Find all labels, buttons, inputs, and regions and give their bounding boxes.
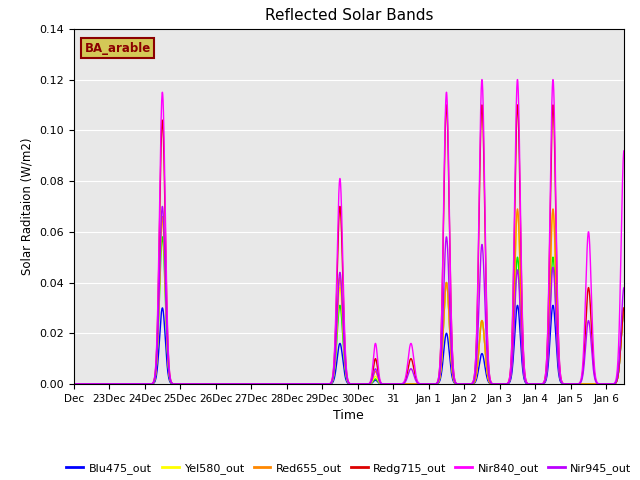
Nir840_out — [406, 344, 413, 349]
Nir945_out — [99, 381, 106, 387]
Red655_out — [70, 381, 77, 387]
X-axis label: Time: Time — [333, 409, 364, 422]
Yel580_out — [549, 209, 557, 215]
Yel580_out — [638, 381, 640, 387]
Nir840_out — [522, 373, 529, 379]
Blu475_out — [522, 379, 529, 385]
Redg715_out — [522, 374, 529, 380]
Red655_out — [275, 381, 283, 387]
Yel580_out — [431, 381, 438, 387]
Redg715_out — [491, 381, 499, 387]
Nir840_out — [99, 381, 106, 387]
Nir945_out — [491, 381, 499, 387]
Nir945_out — [406, 367, 413, 373]
Nir945_out — [70, 381, 77, 387]
Nir840_out — [638, 381, 640, 387]
Grn535_out — [491, 381, 499, 387]
Line: Red655_out: Red655_out — [74, 209, 640, 384]
Red655_out — [99, 381, 106, 387]
Grn535_out — [276, 381, 284, 387]
Red655_out — [431, 381, 438, 387]
Nir840_out — [70, 381, 77, 387]
Legend: Blu475_out, Grn535_out, Yel580_out, Red655_out, Redg715_out, Nir840_out, Nir945_: Blu475_out, Grn535_out, Yel580_out, Red6… — [62, 459, 636, 480]
Redg715_out — [549, 102, 557, 108]
Yel580_out — [491, 381, 499, 387]
Nir945_out — [522, 378, 529, 384]
Blu475_out — [549, 302, 557, 308]
Yel580_out — [406, 381, 413, 387]
Nir840_out — [549, 77, 557, 83]
Blu475_out — [638, 381, 640, 387]
Blu475_out — [491, 381, 499, 387]
Redg715_out — [275, 381, 283, 387]
Yel580_out — [522, 376, 529, 382]
Nir945_out — [638, 381, 640, 387]
Line: Yel580_out: Yel580_out — [74, 212, 640, 384]
Y-axis label: Solar Raditaion (W/m2): Solar Raditaion (W/m2) — [20, 138, 33, 275]
Yel580_out — [275, 381, 283, 387]
Red655_out — [522, 376, 529, 382]
Blu475_out — [406, 381, 413, 387]
Line: Blu475_out: Blu475_out — [74, 305, 640, 384]
Grn535_out — [638, 381, 640, 387]
Red655_out — [491, 381, 499, 387]
Redg715_out — [70, 381, 77, 387]
Blu475_out — [99, 381, 106, 387]
Yel580_out — [70, 381, 77, 387]
Nir840_out — [431, 381, 438, 387]
Redg715_out — [431, 381, 438, 387]
Yel580_out — [99, 381, 106, 387]
Grn535_out — [99, 381, 106, 387]
Blu475_out — [275, 381, 283, 387]
Grn535_out — [159, 234, 166, 240]
Grn535_out — [431, 381, 438, 387]
Redg715_out — [406, 358, 413, 363]
Nir945_out — [159, 204, 166, 209]
Line: Redg715_out: Redg715_out — [74, 105, 640, 384]
Redg715_out — [99, 381, 106, 387]
Redg715_out — [638, 381, 640, 387]
Nir945_out — [431, 381, 438, 387]
Red655_out — [638, 381, 640, 387]
Blu475_out — [431, 381, 438, 387]
Line: Grn535_out: Grn535_out — [74, 237, 640, 384]
Grn535_out — [406, 381, 413, 387]
Nir840_out — [275, 381, 283, 387]
Red655_out — [549, 206, 557, 212]
Title: Reflected Solar Bands: Reflected Solar Bands — [264, 9, 433, 24]
Nir945_out — [276, 381, 284, 387]
Line: Nir945_out: Nir945_out — [74, 206, 640, 384]
Grn535_out — [522, 378, 529, 384]
Red655_out — [406, 381, 413, 387]
Nir840_out — [491, 381, 499, 387]
Grn535_out — [70, 381, 77, 387]
Line: Nir840_out: Nir840_out — [74, 80, 640, 384]
Text: BA_arable: BA_arable — [84, 42, 151, 55]
Blu475_out — [70, 381, 77, 387]
